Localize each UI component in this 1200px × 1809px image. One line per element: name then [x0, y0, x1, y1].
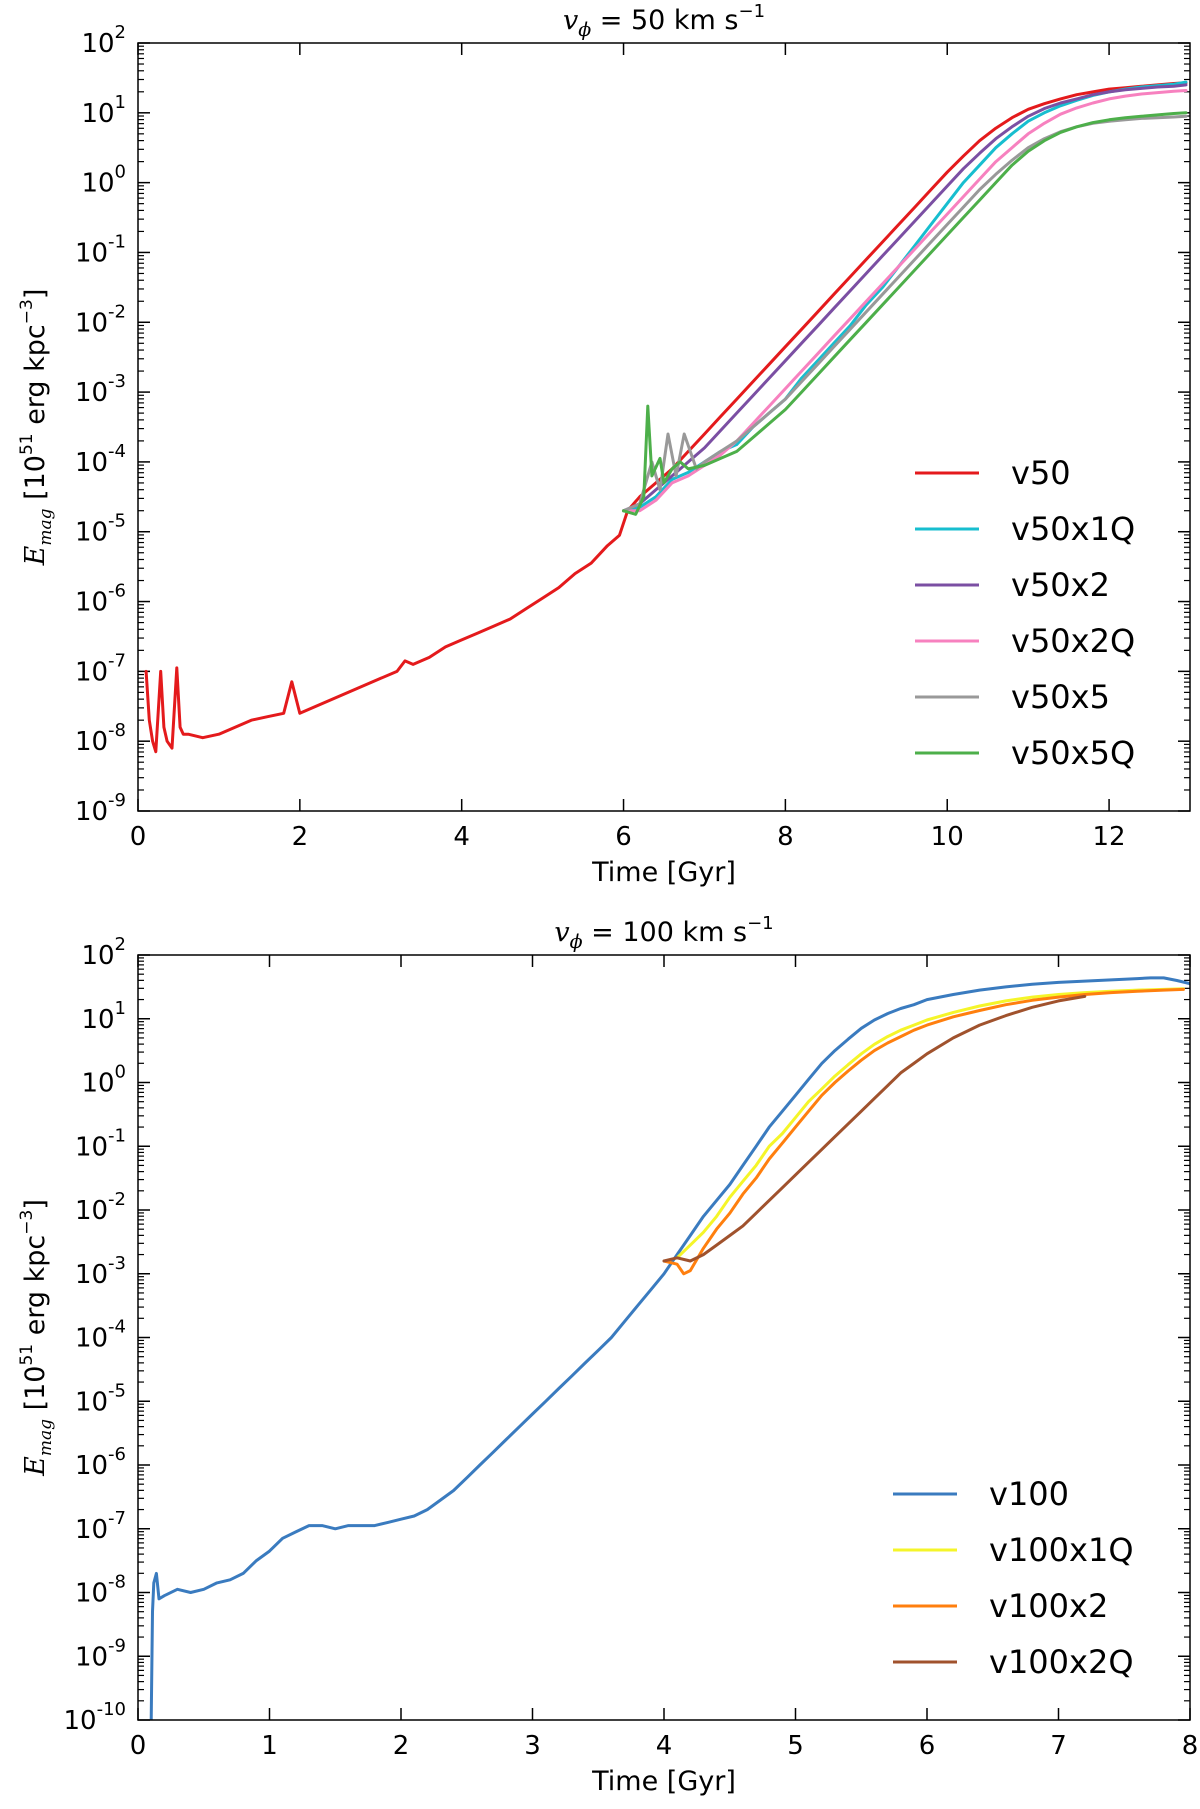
- x-tick-label: 3: [524, 1731, 541, 1761]
- x-tick-label: 2: [393, 1731, 410, 1761]
- x-tick-label: 4: [656, 1731, 673, 1761]
- legend: v50 v50x1Q v50x2 v50x2Q v50x5 v50x5Q: [915, 454, 1135, 772]
- y-tick-label: 102: [81, 22, 126, 59]
- y-tick-label: 10-7: [75, 1508, 126, 1545]
- series-line-v100x2: [662, 987, 1185, 1276]
- y-axis-label: Emag [1051 erg kpc−3]: [17, 1199, 56, 1477]
- series-line-v50x5: [622, 114, 1188, 513]
- legend-label-v50x5: v50x5: [1011, 678, 1110, 716]
- y-tick-label: 102: [81, 934, 126, 971]
- y-tick-label: 10-4: [75, 1317, 126, 1354]
- series-line-v50x2: [622, 83, 1188, 513]
- y-tick-label: 10-7: [75, 650, 126, 687]
- y-tick-label: 100: [81, 1062, 126, 1099]
- legend-label-v50x1Q: v50x1Q: [1011, 510, 1135, 548]
- y-tick-label: 10-2: [75, 301, 126, 338]
- chart-title: vϕ = 100 km s−1: [554, 913, 773, 953]
- series-line-v50x1Q: [622, 80, 1188, 513]
- y-tick-label: 10-8: [75, 1572, 126, 1609]
- series-line-v50: [144, 81, 1188, 754]
- y-tick-label: 10-10: [64, 1699, 127, 1736]
- y-tick-label: 10-5: [75, 511, 126, 548]
- bottom-panel-vphi-100: vϕ = 100 km s−110-1010-910-810-710-610-5…: [17, 913, 1198, 1797]
- legend-label-v50x5Q: v50x5Q: [1011, 734, 1135, 772]
- series-line-v100: [149, 976, 1190, 1720]
- x-tick-label: 8: [777, 822, 794, 852]
- x-tick-label: 12: [1093, 822, 1126, 852]
- series-group: [144, 80, 1188, 754]
- y-tick-label: 101: [81, 998, 126, 1035]
- y-tick-label: 10-3: [75, 1253, 126, 1290]
- legend-label-v100x2Q: v100x2Q: [989, 1643, 1134, 1681]
- y-tick-label: 10-8: [75, 720, 126, 757]
- x-tick-label: 2: [292, 822, 309, 852]
- legend: v100 v100x1Q v100x2 v100x2Q: [893, 1475, 1134, 1681]
- y-tick-label: 10-9: [75, 790, 126, 827]
- y-tick-label: 10-4: [75, 441, 126, 478]
- x-tick-label: 0: [130, 822, 147, 852]
- x-tick-label: 6: [919, 1731, 936, 1761]
- plot-frame: [137, 954, 1191, 1721]
- x-axis-label: Time [Gyr]: [591, 857, 736, 888]
- x-tick-label: 8: [1182, 1731, 1199, 1761]
- x-tick-label: 0: [130, 1731, 147, 1761]
- x-tick-label: 6: [615, 822, 632, 852]
- chart-title: vϕ = 50 km s−1: [563, 1, 765, 41]
- legend-label-v50x2: v50x2: [1011, 566, 1110, 604]
- legend-label-v50x2Q: v50x2Q: [1011, 622, 1135, 660]
- y-tick-label: 10-1: [75, 1125, 126, 1162]
- y-tick-label: 10-6: [75, 581, 126, 618]
- y-tick-label: 10-6: [75, 1444, 126, 1481]
- legend-label-v100x2: v100x2: [989, 1587, 1108, 1625]
- x-tick-label: 4: [453, 822, 470, 852]
- y-axis-label: Emag [1051 erg kpc−3]: [17, 289, 56, 567]
- series-line-v50x5Q: [622, 111, 1188, 516]
- top-panel-vphi-50: vϕ = 50 km s−1 10-9 10-8 10-7 10-6 10-5 10-4 10…: [17, 1, 1191, 888]
- x-tick-label: 1: [261, 1731, 278, 1761]
- y-tick-label: 10-1: [75, 231, 126, 268]
- x-axis-label: Time [Gyr]: [591, 1766, 736, 1797]
- series-line-v50x2Q: [622, 89, 1188, 513]
- y-tick-label: 10-2: [75, 1189, 126, 1226]
- x-tick-label: 10: [931, 822, 964, 852]
- series-group: [149, 976, 1190, 1720]
- y-tick-label: 101: [81, 92, 126, 129]
- legend-label-v50: v50: [1011, 454, 1071, 492]
- legend-label-v100: v100: [989, 1475, 1069, 1513]
- y-tick-label: 100: [81, 162, 126, 199]
- legend-label-v100x1Q: v100x1Q: [989, 1531, 1134, 1569]
- y-tick-label: 10-3: [75, 371, 126, 408]
- y-tick-label: 10-9: [75, 1635, 126, 1672]
- plot-frame: [137, 42, 1191, 812]
- y-tick-label: 10-5: [75, 1380, 126, 1417]
- series-line-v100x1Q: [675, 987, 1185, 1260]
- series-line-v100x2Q: [662, 994, 1087, 1263]
- x-tick-label: 7: [1050, 1731, 1067, 1761]
- x-tick-label: 5: [787, 1731, 804, 1761]
